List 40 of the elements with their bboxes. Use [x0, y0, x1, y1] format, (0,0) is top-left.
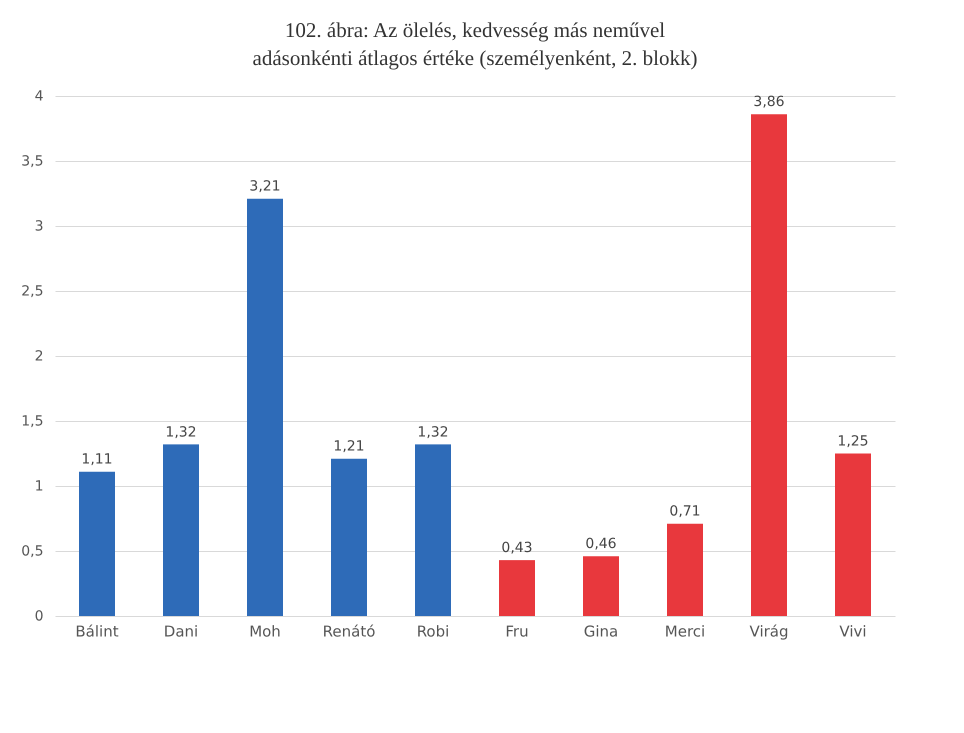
x-tick-label: Virág	[750, 622, 788, 640]
data-label: 1,21	[333, 438, 365, 455]
data-label: 1,32	[417, 424, 449, 440]
y-tick-label: 3	[34, 218, 44, 234]
y-tick-label: 1	[34, 478, 44, 494]
y-tick-label: 3,5	[21, 154, 44, 170]
data-label: 1,25	[837, 434, 869, 450]
bar	[583, 556, 619, 616]
bar	[835, 454, 871, 616]
bar	[331, 458, 367, 616]
bar	[415, 444, 451, 616]
data-label: 1,32	[165, 424, 197, 440]
bar	[499, 560, 535, 616]
bar	[79, 472, 115, 616]
y-tick-label: 4	[34, 88, 44, 104]
x-tick-label: Merci	[664, 622, 706, 640]
data-label: 0,71	[669, 504, 701, 520]
data-label: 0,46	[585, 536, 617, 552]
data-label: 3,21	[249, 178, 281, 195]
data-label: 0,43	[501, 540, 533, 556]
x-tick-label: Moh	[249, 622, 281, 640]
x-tick-label: Bálint	[75, 622, 119, 640]
y-tick-label: 1,5	[21, 414, 44, 430]
bar	[751, 114, 787, 616]
x-tick-label: Renátó	[322, 622, 376, 640]
y-tick-label: 2,5	[21, 284, 44, 300]
x-tick-label: Robi	[416, 622, 450, 640]
y-tick-label: 0,5	[21, 544, 44, 560]
data-label: 3,86	[753, 94, 785, 110]
bar	[247, 198, 283, 616]
x-tick-label: Gina	[584, 622, 618, 640]
x-tick-label: Vivi	[839, 622, 867, 640]
bar	[667, 524, 703, 616]
bar	[163, 444, 199, 616]
x-tick-label: Dani	[164, 622, 198, 640]
y-tick-label: 2	[34, 348, 44, 364]
chart-title: 102. ábra: Az ölelés, kedvesség más neművel adásonkénti átlagos értéke (személyenként, 2. blokk)	[252, 18, 698, 70]
y-tick-label: 0	[34, 608, 44, 624]
data-label: 1,11	[81, 452, 113, 468]
x-tick-label: Fru	[505, 622, 529, 640]
